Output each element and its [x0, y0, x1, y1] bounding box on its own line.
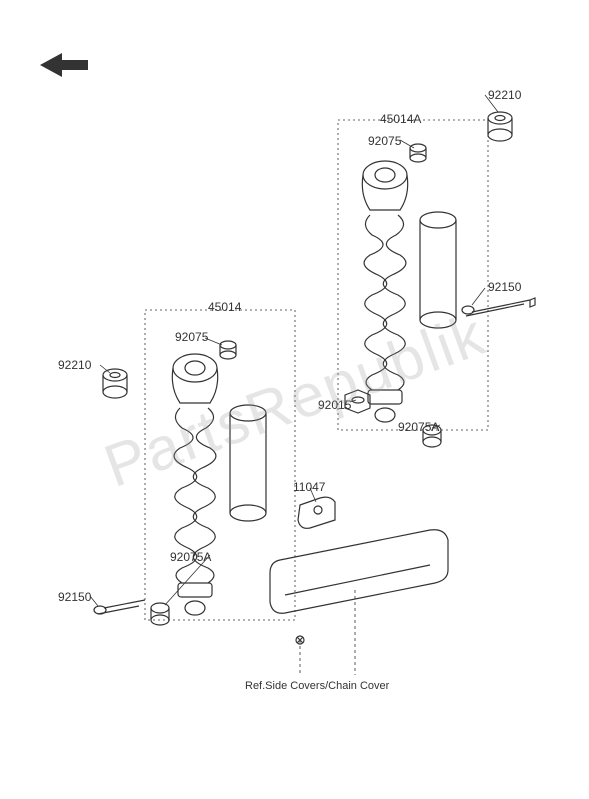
- label-92075-top: 92075: [368, 134, 401, 148]
- damper-rubber-top-left: [220, 341, 236, 359]
- label-45014: 45014: [208, 300, 241, 314]
- label-92210-top: 92210: [488, 88, 521, 102]
- bolt-left: [94, 600, 145, 614]
- bushing-top-right: [488, 112, 512, 141]
- label-11047: 11047: [293, 480, 325, 494]
- label-92075A-right: 92075A: [398, 420, 439, 434]
- label-45014A: 45014A: [380, 112, 421, 126]
- reference-note: Ref.Side Covers/Chain Cover: [245, 680, 389, 692]
- label-92210-left: 92210: [58, 358, 91, 372]
- label-92150-left: 92150: [58, 590, 91, 604]
- label-92015: 92015: [318, 398, 351, 412]
- bushing-left: [103, 369, 127, 398]
- label-92075-mid: 92075: [175, 330, 208, 344]
- bracket-chain-cover: [270, 497, 448, 644]
- damper-rubber-bottom-left: [151, 603, 169, 625]
- bolt-right: [462, 298, 535, 316]
- leader-lines: [90, 95, 498, 675]
- label-92075A-left: 92075A: [170, 550, 211, 564]
- label-92150-right: 92150: [488, 280, 521, 294]
- shock-absorber-right: [338, 120, 488, 430]
